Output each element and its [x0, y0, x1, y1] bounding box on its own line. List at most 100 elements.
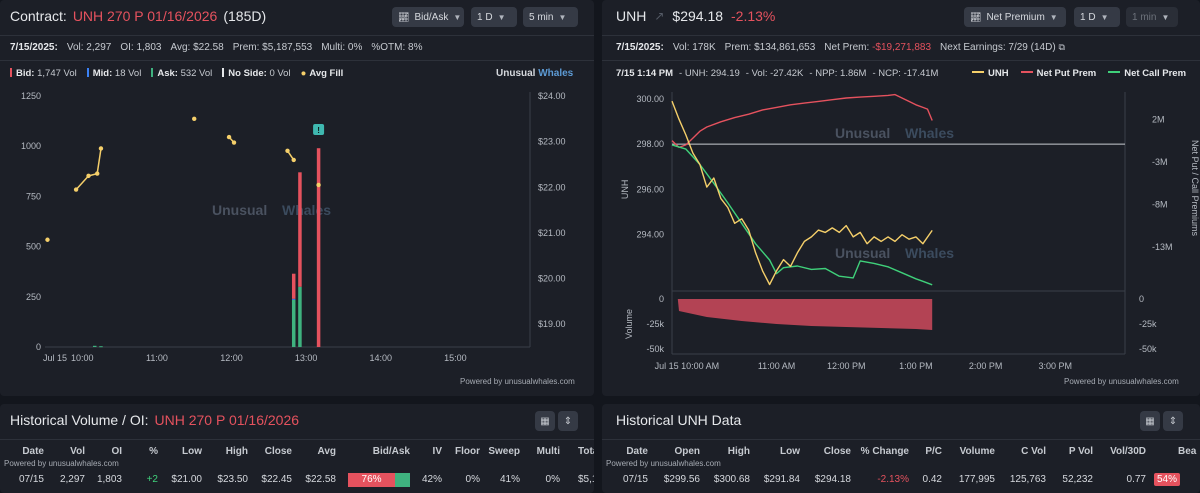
column-header[interactable]: Open	[674, 446, 700, 457]
range-dropdown[interactable]: 1 D ▼	[1074, 7, 1120, 27]
volume-bar-bid	[298, 172, 302, 287]
stat-earnings[interactable]: Next Earnings: 7/29 (14D) ⧉	[940, 42, 1065, 53]
y-right-tick-label: $22.00	[538, 182, 566, 192]
legend-bid[interactable]: Bid: 1,747 Vol	[10, 68, 77, 79]
column-header[interactable]: Tota	[578, 446, 594, 457]
column-header[interactable]: Vol/30D	[1110, 446, 1146, 457]
unh-line	[671, 100, 933, 286]
range-value: 1 D	[477, 11, 493, 23]
legend-mid[interactable]: Mid: 18 Vol	[86, 68, 141, 79]
vol-right-tick-label: -25k	[1139, 319, 1157, 329]
divider	[602, 439, 1200, 440]
y-right-tick-label: 2M	[1152, 114, 1165, 124]
expand-icon[interactable]: ⇕	[1163, 411, 1183, 431]
y-left-tick-label: 250	[26, 292, 41, 302]
volume-bar-bid	[291, 273, 296, 299]
stat-vol: Vol: 178K	[672, 42, 716, 53]
y-left-tick-label: 0	[36, 342, 41, 352]
column-header[interactable]: C Vol	[1021, 446, 1046, 457]
y-right-tick-label: $20.00	[538, 274, 566, 284]
table-title: Historical UNH Data	[616, 412, 741, 428]
column-header[interactable]: High	[727, 446, 750, 457]
table-title: Historical Volume / OI: UNH 270 P 01/16/…	[10, 412, 299, 428]
column-header[interactable]: %	[149, 446, 158, 457]
volume-bar-mid	[291, 298, 296, 300]
price-change: -2.13%	[731, 8, 776, 24]
table-row[interactable]: 07/15 $299.56 $300.68 $291.84 $294.18 -2.13% 0…	[602, 473, 1200, 488]
legend-series-npp[interactable]: Net Put Prem	[1020, 68, 1096, 79]
column-header[interactable]: % Change	[860, 446, 909, 457]
column-header[interactable]: OI	[111, 446, 122, 457]
expand-icon[interactable]: ⇕	[558, 411, 578, 431]
legend-ask[interactable]: Ask: 532 Vol	[151, 68, 212, 79]
column-header[interactable]: Sweep	[488, 446, 520, 457]
range-value: 1 D	[1080, 11, 1096, 23]
interval-dropdown[interactable]: 5 min ▼	[523, 7, 578, 27]
range-dropdown[interactable]: 1 D ▼	[471, 7, 517, 27]
legend-ncp-value: - NCP: -17.41M	[872, 68, 939, 79]
cell-pvol: 52,232	[1062, 474, 1093, 485]
contract-volume-chart[interactable]: 0 250 500 750 1000 1250 $19.00 $20.00 $21.00 $22.…	[0, 76, 594, 396]
column-header[interactable]: Close	[823, 446, 851, 457]
column-header[interactable]: High	[225, 446, 248, 457]
avg-fill-point	[192, 116, 197, 122]
volume-bar-bid	[316, 148, 321, 347]
cell-date: 07/15	[622, 474, 648, 485]
legend-series-ncp[interactable]: Net Call Prem	[1108, 68, 1186, 79]
column-header[interactable]: P/C	[925, 446, 942, 457]
column-header[interactable]: Close	[264, 446, 292, 457]
legend-vol-value: - Vol: -27.42K	[745, 68, 804, 79]
column-header[interactable]: Low	[182, 446, 202, 457]
x-tick-label: 3:00 PM	[1039, 361, 1073, 371]
column-header[interactable]: Floor	[455, 446, 480, 457]
interval-value: 5 min	[529, 11, 554, 23]
legend-avgfill[interactable]: ● Avg Fill	[300, 68, 344, 79]
powered-by: Powered by unusualwhales.com	[606, 459, 721, 468]
column-header[interactable]: P Vol	[1068, 446, 1093, 457]
column-header[interactable]: Date	[626, 446, 648, 457]
table-row[interactable]: 07/15 2,297 1,803 +2 $21.00 $23.50 $22.45 $22.5…	[0, 473, 594, 488]
vol-right-tick-label: -50k	[1139, 344, 1157, 354]
avg-fill-point	[98, 146, 104, 151]
side-mode-dropdown[interactable]: 📈︎ Bid/Ask ▼	[392, 7, 464, 27]
column-header[interactable]: Multi	[536, 446, 560, 457]
columns-icon[interactable]: ▦	[1140, 411, 1160, 431]
column-header[interactable]: Bea	[1178, 446, 1197, 457]
avg-fill-point	[291, 157, 296, 163]
stat-netprem: Net Prem: -$19,271,883	[824, 42, 932, 53]
y-right-tick-label: $21.00	[538, 228, 566, 238]
y-left-tick-label: 1000	[21, 141, 41, 151]
column-header[interactable]: Avg	[317, 446, 336, 457]
column-header[interactable]: IV	[432, 446, 442, 457]
cell-bear: 54%	[1154, 473, 1184, 486]
y-left-tick-label: 296.00	[636, 184, 664, 194]
contract-name[interactable]: UNH 270 P 01/16/2026	[72, 8, 218, 24]
ticker[interactable]: UNH	[616, 8, 647, 24]
avg-fill-point	[73, 187, 79, 192]
price: $294.18	[672, 8, 724, 24]
cell-oi: 1,803	[96, 474, 122, 485]
column-header[interactable]: Bid/Ask	[372, 446, 410, 457]
cell-pc: 0.42	[922, 474, 942, 485]
column-header[interactable]: Volume	[959, 446, 995, 457]
column-header[interactable]: Low	[780, 446, 800, 457]
y-left-tick-label: 294.00	[636, 230, 664, 240]
stock-header: UNH ↗ $294.18 -2.13%	[616, 8, 775, 24]
legend-series-unh[interactable]: UNH	[972, 68, 1009, 79]
interval-dropdown[interactable]: 1 min ▼	[1126, 7, 1178, 27]
x-tick-label: 12:00	[220, 353, 243, 363]
cell-close: $22.45	[261, 474, 292, 485]
chevron-down-icon: ▼	[1049, 12, 1058, 22]
columns-icon[interactable]: ▦	[535, 411, 555, 431]
column-header[interactable]: Date	[22, 446, 44, 457]
stock-premium-chart[interactable]: 294.00 296.00 298.00 300.00 2M -3M -8M -13M 0 -25…	[602, 84, 1200, 394]
cell-sweep: 41%	[499, 474, 520, 485]
mode-dropdown[interactable]: 📈︎ Net Premium ▼	[964, 7, 1066, 27]
volume-bar-ask	[291, 299, 296, 347]
y-right-tick-label: $19.00	[538, 319, 566, 329]
legend-noside[interactable]: No Side: 0 Vol	[222, 68, 291, 79]
column-header[interactable]: Vol	[70, 446, 85, 457]
y-right-tick-label: -13M	[1152, 242, 1173, 252]
cell-change: -2.13%	[877, 474, 909, 485]
watermark: Whales	[282, 202, 331, 218]
